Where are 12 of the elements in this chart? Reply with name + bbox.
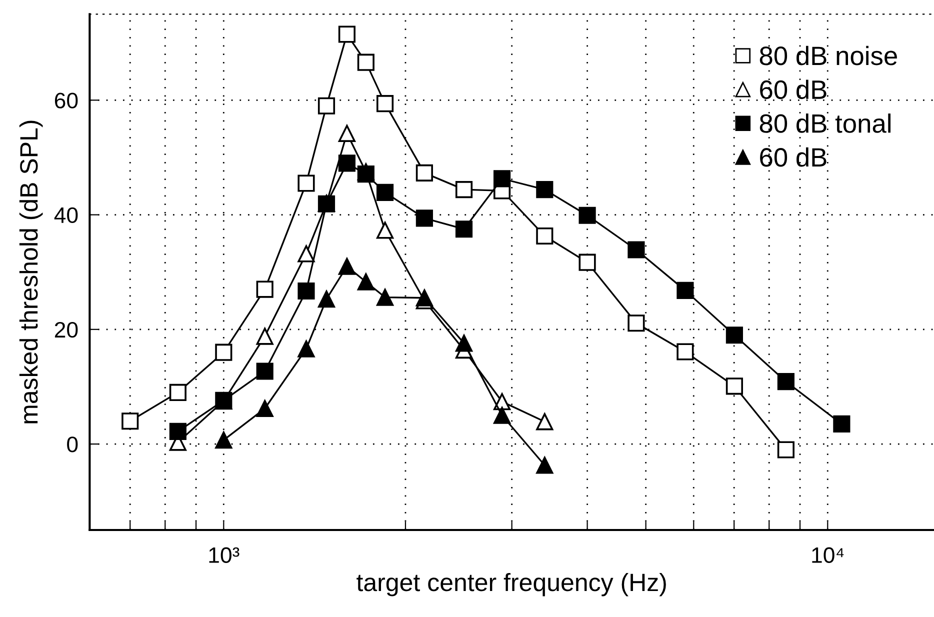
legend-label: 80 dB noise	[760, 46, 897, 66]
legend-label: 60 dB	[760, 147, 826, 167]
legend-label: 60 dB	[760, 80, 826, 100]
y-tick-label: 60	[54, 92, 78, 108]
x-tick-label: 10³	[209, 547, 240, 563]
y-tick-label: 0	[67, 436, 78, 452]
y-axis-title: masked threshold (dB SPL)	[19, 120, 43, 424]
x-tick-label: 10⁴	[812, 547, 844, 563]
y-tick-label: 20	[54, 322, 78, 338]
x-axis-title: target center frequency (Hz)	[356, 572, 666, 596]
legend-label: 80 dB tonal	[760, 114, 890, 133]
y-tick-label: 40	[54, 207, 78, 224]
